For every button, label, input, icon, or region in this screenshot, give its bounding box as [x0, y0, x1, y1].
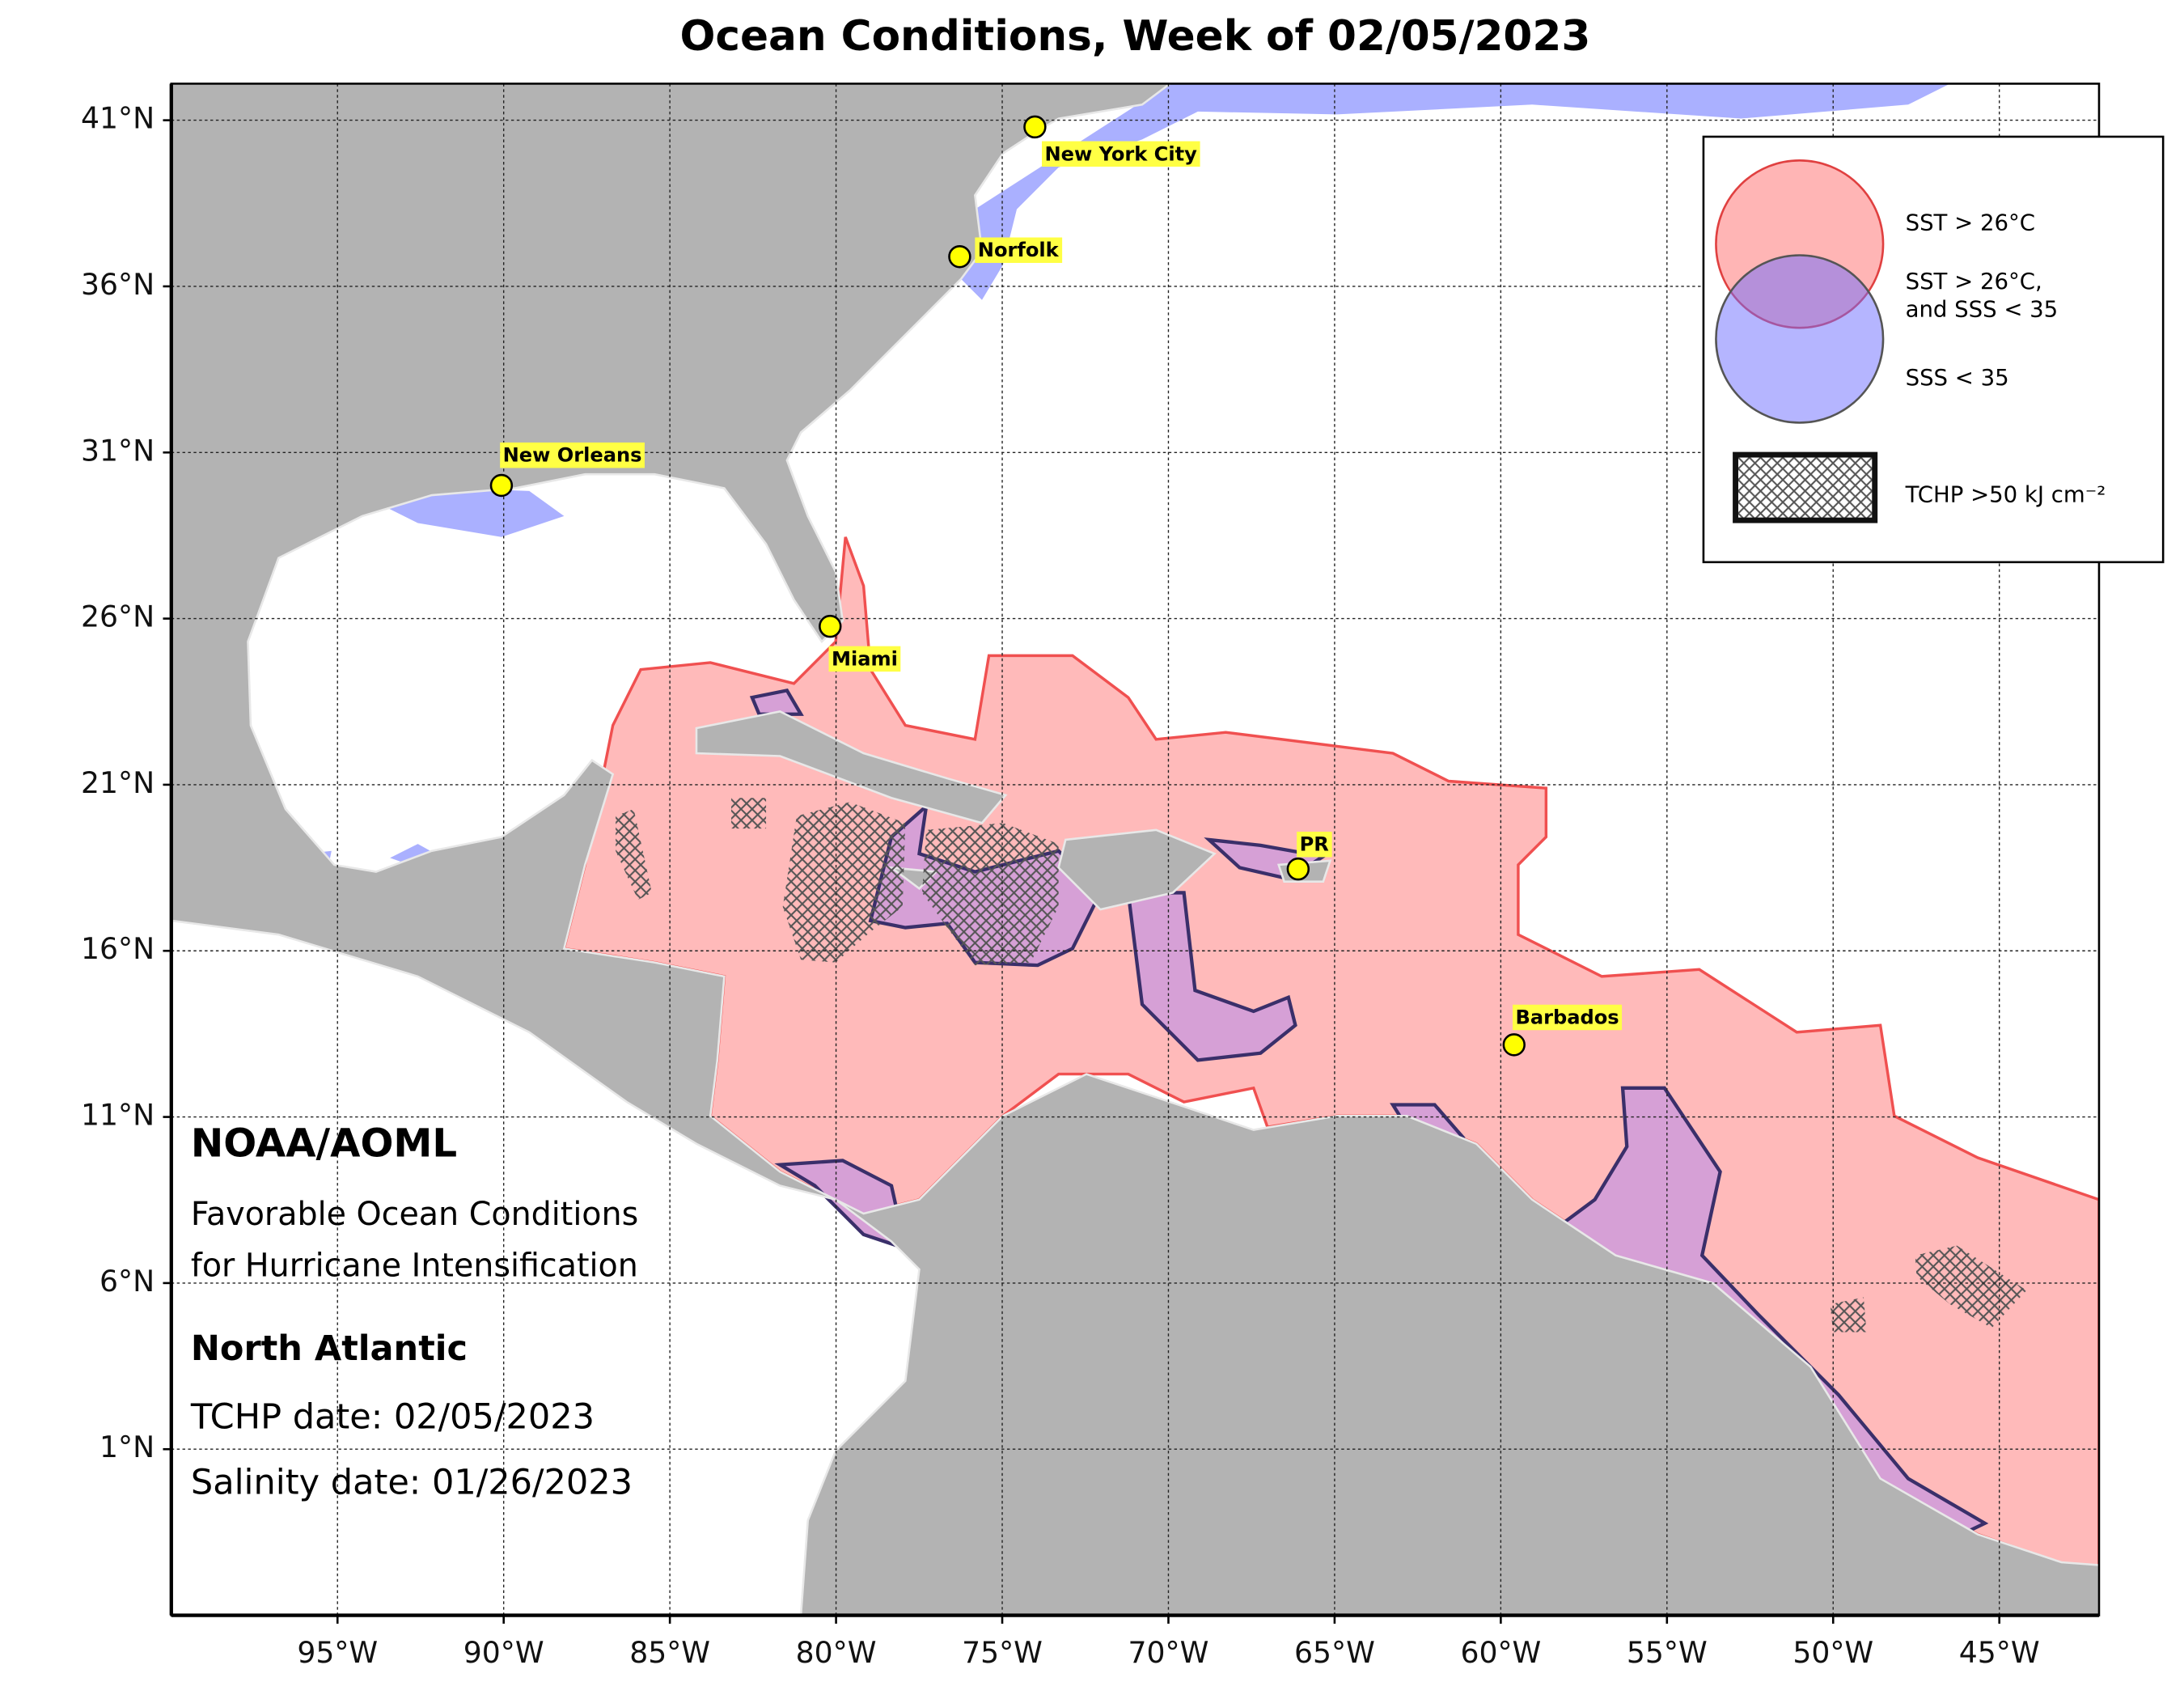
city-label-bg	[1042, 141, 1200, 167]
y-tick-label: 16°N	[81, 931, 154, 966]
land	[171, 83, 2099, 1616]
legend-label: SST > 26°C,	[1906, 269, 2042, 294]
sss-area	[961, 83, 1950, 300]
tchp-area	[1830, 1245, 2027, 1333]
date-label: Salinity date: 01/26/2023	[191, 1463, 633, 1503]
x-tick-label: 90°W	[463, 1635, 544, 1670]
overlap-area	[1126, 891, 1297, 1062]
legend-label: SST > 26°C	[1906, 210, 2035, 235]
city-label: Barbados	[1515, 1006, 1619, 1029]
island	[695, 710, 1008, 824]
city-label-bg	[975, 237, 1063, 263]
city-label: PR	[1300, 833, 1330, 856]
description: for Hurricane Intensification	[191, 1248, 638, 1285]
description: Favorable Ocean Conditions	[191, 1196, 638, 1233]
y-tick-label: 11°N	[81, 1098, 154, 1133]
map-area: New York City Norfolk New Orleans Miami PR Ba…	[171, 83, 2099, 1616]
grid	[171, 83, 2099, 1616]
x-tick-label: 45°W	[1959, 1635, 2040, 1670]
city-marker	[1286, 857, 1310, 881]
org-label: NOAA/AOML	[191, 1121, 457, 1166]
legend-sss-swatch	[1715, 254, 1885, 424]
legend-label: SSS < 35	[1906, 365, 2009, 391]
x-tick-label: 60°W	[1460, 1635, 1541, 1670]
y-tick-label: 26°N	[81, 600, 154, 634]
y-tick-label: 31°N	[81, 433, 154, 468]
x-tick-label: 80°W	[796, 1635, 877, 1670]
city-label-bg	[828, 646, 901, 672]
city-label: Norfolk	[978, 239, 1060, 261]
city-label-bg	[1513, 1004, 1623, 1031]
y-tick-label: 41°N	[81, 101, 154, 136]
x-tick-label: 65°W	[1294, 1635, 1375, 1670]
legend: SST > 26°C SST > 26°C, and SSS < 35 SSS …	[1702, 135, 2165, 564]
ticks: 95°W 90°W 85°W 80°W 75°W 70°W 65°W 60°W 55°W 50°W…	[81, 101, 2040, 1670]
city-marker	[1023, 115, 1047, 139]
city-marker	[819, 614, 842, 638]
tchp-area	[921, 823, 1059, 966]
x-tick-label: 85°W	[629, 1635, 710, 1670]
legend-label: and SSS < 35	[1906, 296, 2059, 322]
sss-area	[375, 488, 565, 537]
x-tick-label: 70°W	[1128, 1635, 1209, 1670]
city-label-bg	[500, 442, 645, 468]
map-title: Ocean Conditions, Week of 02/05/2023	[679, 12, 1590, 61]
y-tick-label: 36°N	[81, 267, 154, 302]
city-label: New York City	[1044, 142, 1197, 165]
date-label: TCHP date: 02/05/2023	[190, 1396, 595, 1437]
city-marker	[948, 245, 971, 269]
city-label: New Orleans	[503, 444, 642, 467]
x-tick-label: 75°W	[962, 1635, 1043, 1670]
tchp-area	[782, 802, 906, 963]
cities: New York City Norfolk New Orleans Miami PR Ba…	[489, 115, 1623, 1057]
region-label: North Atlantic	[191, 1328, 468, 1369]
tchp-area	[616, 798, 767, 900]
legend-tchp-swatch	[1733, 451, 1878, 523]
legend-label: TCHP >50 kJ cm⁻²	[1905, 482, 2106, 508]
city-marker	[489, 473, 514, 498]
city-label-bg	[1297, 831, 1332, 858]
city-marker	[1502, 1033, 1526, 1057]
city-label: Miami	[832, 647, 898, 670]
x-tick-label: 50°W	[1792, 1635, 1873, 1670]
y-tick-label: 6°N	[99, 1264, 154, 1299]
x-tick-label: 55°W	[1627, 1635, 1708, 1670]
x-tick-label: 95°W	[297, 1635, 378, 1670]
y-tick-label: 1°N	[99, 1430, 154, 1464]
y-tick-label: 21°N	[81, 765, 154, 800]
